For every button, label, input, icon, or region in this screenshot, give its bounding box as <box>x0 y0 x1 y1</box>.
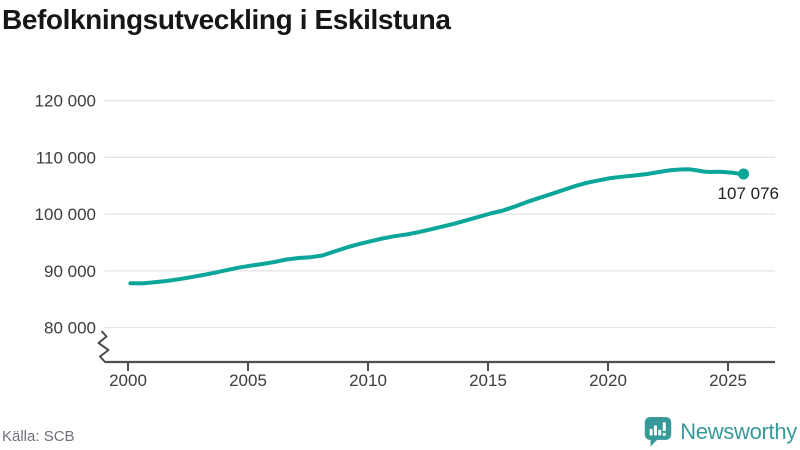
last-point-marker <box>738 168 750 180</box>
exclamation-bar <box>662 422 666 432</box>
source-label: Källa: SCB <box>2 428 75 445</box>
last-value-label: 107 076 <box>718 184 779 203</box>
y-tick-label-110000: 110 000 <box>36 148 96 167</box>
newsworthy-wordmark: Newsworthy <box>680 418 797 444</box>
mini-bar-chart-glyph <box>649 422 666 436</box>
speech-bubble-shape <box>644 416 672 447</box>
y-axis-labels: 80 000 90 000 100 000 110 000 120 000 <box>35 92 96 338</box>
population-series-line <box>128 167 746 286</box>
x-tick-label-2005: 2005 <box>229 371 267 390</box>
annotation-layer: 107 076 <box>718 168 779 203</box>
x-axis-labels: 2000 2005 2010 2015 2020 2025 <box>109 371 747 390</box>
x-tick-label-2020: 2020 <box>589 371 627 390</box>
x-axis <box>97 330 775 371</box>
newsworthy-logo[interactable]: Newsworthy <box>643 416 797 447</box>
y-axis-break-icon <box>97 330 110 363</box>
x-tick-label-2000: 2000 <box>109 371 147 390</box>
series-layer <box>128 167 746 286</box>
chart-title: Befolkningsutveckling i Eskilstuna <box>2 4 451 35</box>
y-tick-label-100000: 100 000 <box>35 205 96 224</box>
y-tick-label-120000: 120 000 <box>35 92 96 111</box>
y-tick-label-80000: 80 000 <box>44 319 96 338</box>
gridlines <box>104 100 775 329</box>
x-tick-label-2025: 2025 <box>709 371 747 390</box>
exclamation-dot <box>662 432 666 436</box>
newsworthy-bubble-chart-icon <box>644 416 672 447</box>
x-tick-label-2010: 2010 <box>349 371 387 390</box>
y-tick-label-90000: 90 000 <box>44 262 96 281</box>
x-tick-label-2015: 2015 <box>469 371 507 390</box>
